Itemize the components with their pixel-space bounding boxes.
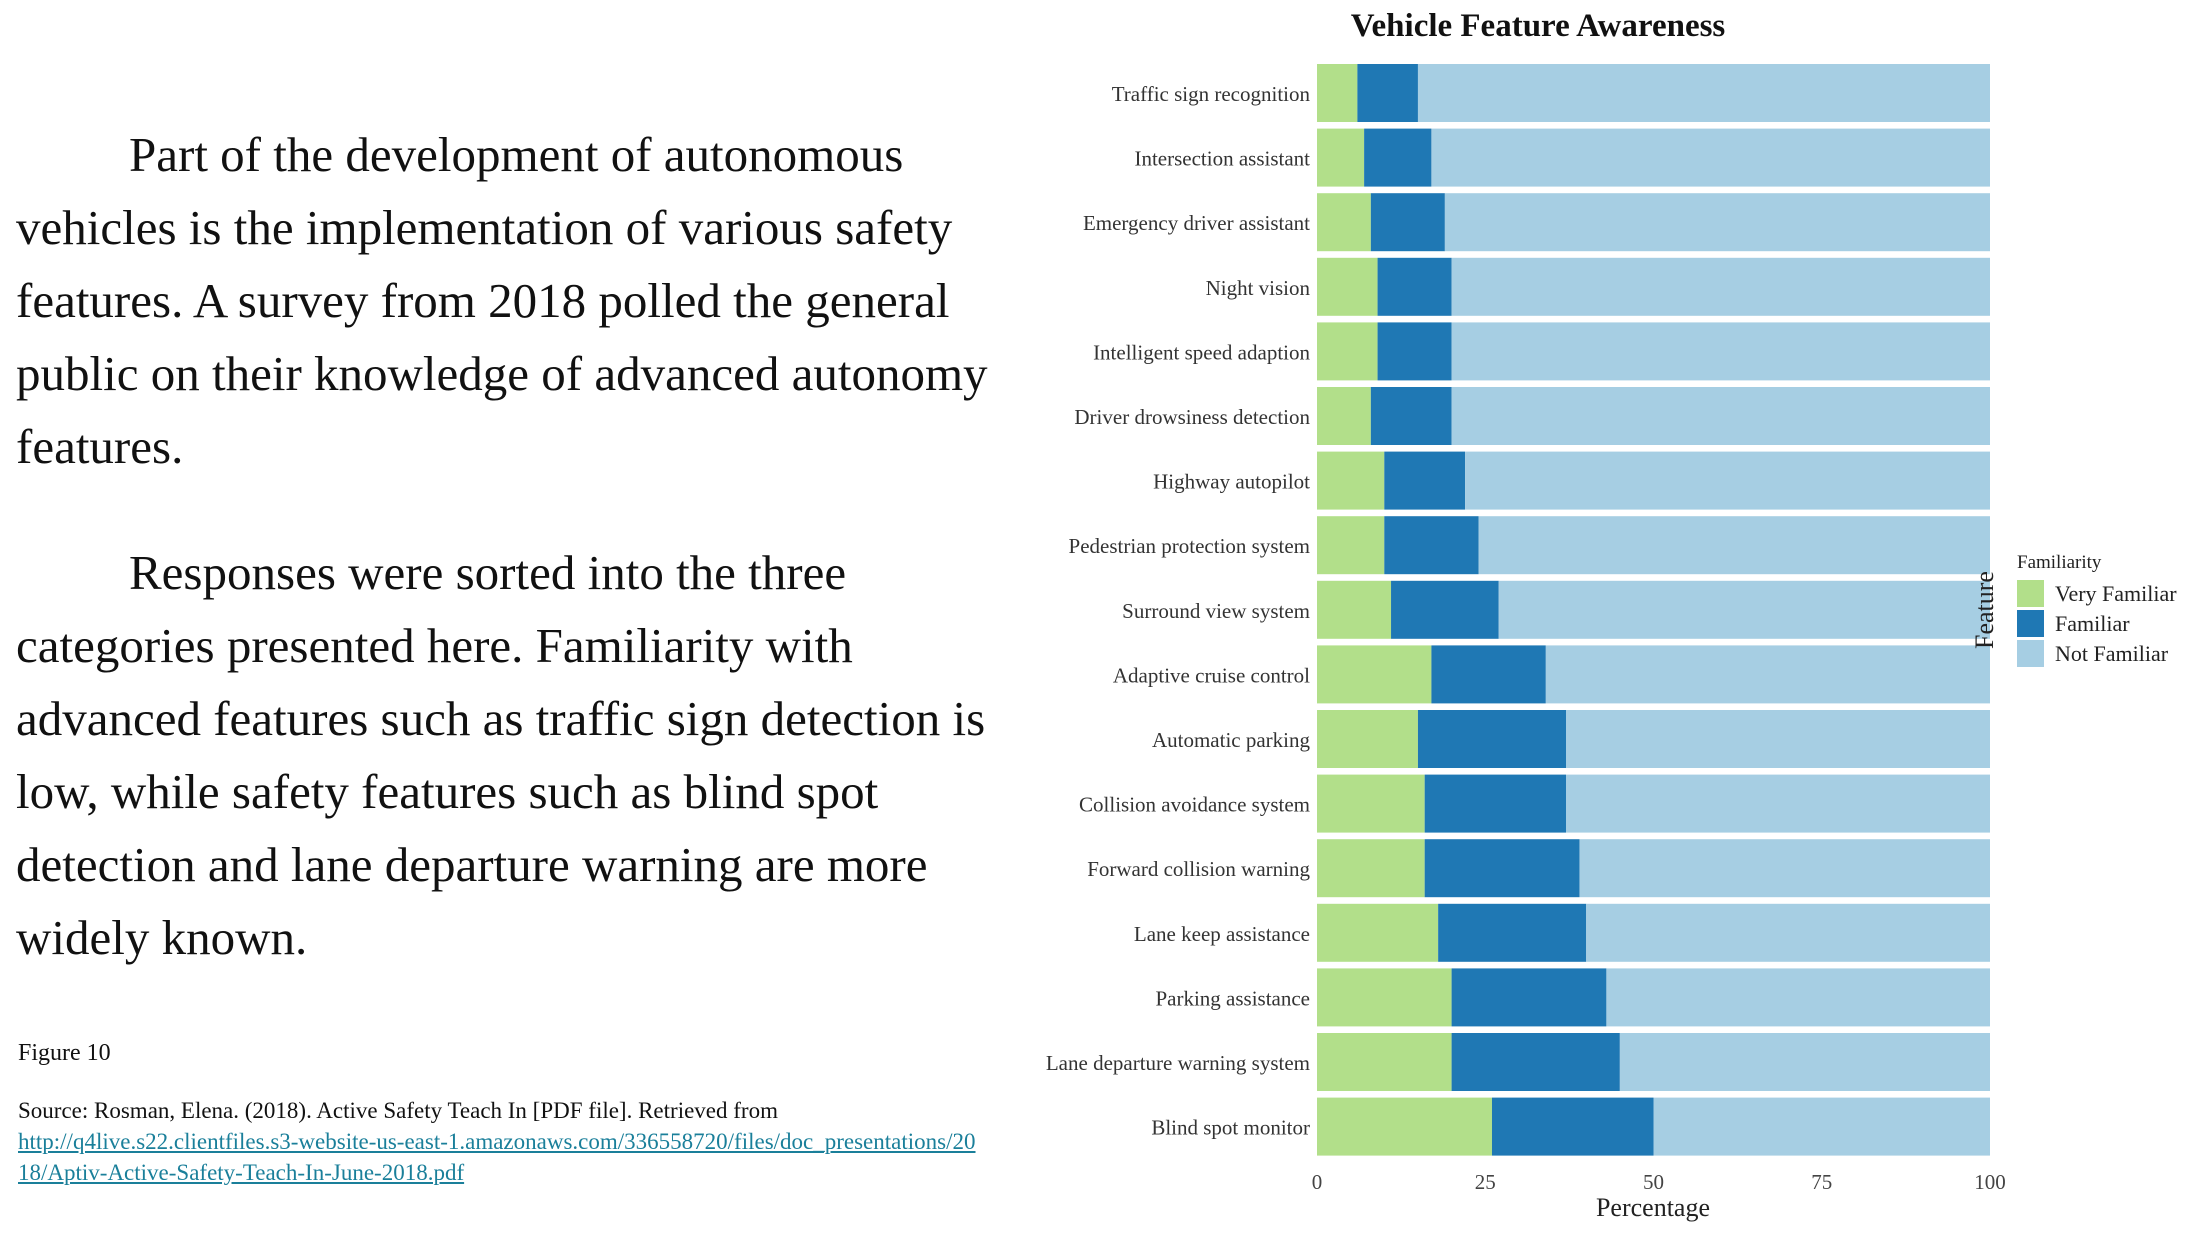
legend-label-very-familiar: Very Familiar	[2055, 581, 2177, 606]
bar-intelligent-speed-adaption-very-familiar	[1317, 322, 1378, 381]
bar-blind-spot-monitor-not-familiar	[1653, 1097, 1990, 1156]
bar-blind-spot-monitor-very-familiar	[1317, 1097, 1492, 1156]
y-tick-label: Intelligent speed adaption	[1093, 340, 1310, 364]
source-text: Source: Rosman, Elena. (2018). Active Sa…	[18, 1098, 778, 1123]
y-tick-label: Driver drowsiness detection	[1074, 405, 1310, 429]
chart-title: Vehicle Feature Awareness	[1351, 8, 1726, 44]
bar-night-vision-familiar	[1377, 257, 1452, 316]
y-tick-label: Adaptive cruise control	[1113, 663, 1310, 687]
bar-emergency-driver-assistant-very-familiar	[1317, 193, 1371, 252]
legend-label-not-familiar: Not Familiar	[2055, 641, 2169, 666]
bar-highway-autopilot-not-familiar	[1465, 451, 1990, 510]
legend-swatch-familiar	[2017, 610, 2044, 637]
bar-emergency-driver-assistant-not-familiar	[1444, 193, 1990, 252]
source-link[interactable]: http://q4live.s22.clientfiles.s3-website…	[18, 1129, 976, 1185]
bar-collision-avoidance-system-familiar	[1424, 774, 1567, 833]
bar-pedestrian-protection-system-familiar	[1384, 516, 1479, 575]
bar-pedestrian-protection-system-very-familiar	[1317, 516, 1385, 575]
y-tick-label: Surround view system	[1122, 599, 1310, 623]
stacked-bar-chart: Vehicle Feature Awareness Traffic sign r…	[1046, 8, 2177, 1222]
bar-lane-keep-assistance-very-familiar	[1317, 903, 1439, 962]
bar-adaptive-cruise-control-familiar	[1431, 645, 1546, 704]
chart-container: Vehicle Feature Awareness Traffic sign r…	[990, 0, 2191, 1228]
bar-traffic-sign-recognition-familiar	[1357, 64, 1418, 122]
bar-intelligent-speed-adaption-not-familiar	[1451, 322, 1990, 381]
bar-intersection-assistant-not-familiar	[1431, 128, 1990, 187]
y-tick-label: Automatic parking	[1152, 728, 1311, 752]
bar-forward-collision-warning-familiar	[1424, 839, 1580, 898]
bar-highway-autopilot-familiar	[1384, 451, 1466, 510]
paragraph-findings: Responses were sorted into the three cat…	[16, 545, 986, 965]
x-tick-labels: 0 25 50 75 100	[1312, 1170, 2006, 1194]
y-tick-labels: Traffic sign recognition Intersection ass…	[1046, 82, 1311, 1140]
x-tick-label: 50	[1643, 1170, 1664, 1194]
y-axis-label: Feature	[1970, 571, 1999, 649]
bar-lane-keep-assistance-familiar	[1438, 903, 1587, 962]
bar-intersection-assistant-very-familiar	[1317, 128, 1365, 187]
bar-forward-collision-warning-not-familiar	[1579, 839, 1990, 898]
legend: Familiarity Very Familiar Familiar Not Fam…	[2017, 552, 2177, 667]
bar-driver-drowsiness-detection-familiar	[1370, 387, 1452, 445]
bar-surround-view-system-familiar	[1391, 580, 1499, 639]
source-citation: Source: Rosman, Elena. (2018). Active Sa…	[18, 1095, 978, 1188]
y-tick-label: Pedestrian protection system	[1069, 534, 1310, 558]
bar-intersection-assistant-familiar	[1364, 128, 1432, 187]
paragraph-intro: Part of the development of autonomous ve…	[16, 127, 988, 474]
bar-automatic-parking-familiar	[1417, 710, 1567, 768]
bar-driver-drowsiness-detection-very-familiar	[1317, 387, 1371, 445]
y-tick-label: Traffic sign recognition	[1112, 82, 1311, 106]
bar-emergency-driver-assistant-familiar	[1370, 193, 1445, 252]
y-tick-label: Highway autopilot	[1153, 470, 1310, 494]
y-tick-label: Intersection assistant	[1134, 147, 1310, 171]
legend-swatch-very-familiar	[2017, 580, 2044, 607]
bar-lane-departure-warning-system-not-familiar	[1619, 1033, 1990, 1091]
bar-collision-avoidance-system-not-familiar	[1566, 774, 1990, 833]
bar-lane-keep-assistance-not-familiar	[1586, 903, 1990, 962]
bars-group	[1317, 64, 1990, 1156]
bar-automatic-parking-not-familiar	[1566, 710, 1990, 768]
bar-automatic-parking-very-familiar	[1317, 710, 1418, 768]
bar-parking-assistance-not-familiar	[1606, 968, 1990, 1027]
bar-parking-assistance-familiar	[1451, 968, 1607, 1027]
bar-surround-view-system-not-familiar	[1498, 580, 1990, 639]
x-axis-label: Percentage	[1596, 1193, 1710, 1222]
bar-intelligent-speed-adaption-familiar	[1377, 322, 1452, 381]
x-tick-label: 75	[1811, 1170, 1832, 1194]
bar-surround-view-system-very-familiar	[1317, 580, 1392, 639]
x-tick-label: 0	[1312, 1170, 1323, 1194]
bar-lane-departure-warning-system-very-familiar	[1317, 1033, 1452, 1091]
bar-traffic-sign-recognition-not-familiar	[1417, 64, 1990, 122]
bar-night-vision-not-familiar	[1451, 257, 1990, 316]
bar-parking-assistance-very-familiar	[1317, 968, 1452, 1027]
bar-lane-departure-warning-system-familiar	[1451, 1033, 1620, 1091]
body-text: Part of the development of autonomous ve…	[16, 118, 996, 1027]
y-tick-label: Blind spot monitor	[1151, 1116, 1310, 1140]
x-tick-label: 25	[1475, 1170, 1496, 1194]
y-tick-label: Night vision	[1206, 276, 1311, 300]
y-tick-label: Lane departure warning system	[1046, 1051, 1310, 1075]
bar-night-vision-very-familiar	[1317, 257, 1378, 316]
bar-pedestrian-protection-system-not-familiar	[1478, 516, 1990, 575]
y-tick-label: Parking assistance	[1155, 986, 1310, 1010]
x-tick-label: 100	[1974, 1170, 2006, 1194]
bar-blind-spot-monitor-familiar	[1491, 1097, 1654, 1156]
bar-adaptive-cruise-control-very-familiar	[1317, 645, 1432, 704]
y-tick-label: Lane keep assistance	[1134, 922, 1310, 946]
bar-driver-drowsiness-detection-not-familiar	[1451, 387, 1990, 445]
y-tick-label: Emergency driver assistant	[1083, 211, 1310, 235]
legend-label-familiar: Familiar	[2055, 611, 2130, 636]
figure-caption: Figure 10 Source: Rosman, Elena. (2018).…	[18, 1040, 978, 1188]
bar-adaptive-cruise-control-not-familiar	[1545, 645, 1990, 704]
bar-traffic-sign-recognition-very-familiar	[1317, 64, 1358, 122]
legend-title: Familiarity	[2017, 552, 2102, 573]
bar-highway-autopilot-very-familiar	[1317, 451, 1385, 510]
bar-forward-collision-warning-very-familiar	[1317, 839, 1425, 898]
y-tick-label: Collision avoidance system	[1079, 793, 1310, 817]
bar-collision-avoidance-system-very-familiar	[1317, 774, 1425, 833]
figure-label: Figure 10	[18, 1040, 111, 1066]
y-tick-label: Forward collision warning	[1087, 857, 1310, 881]
legend-swatch-not-familiar	[2017, 640, 2044, 667]
